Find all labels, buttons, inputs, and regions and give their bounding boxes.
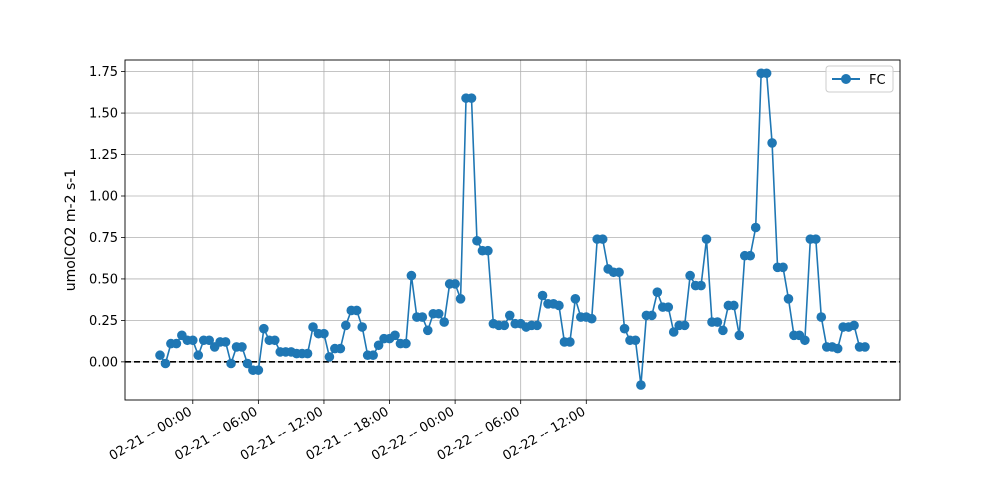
data-point-fc [324,352,335,362]
data-point-fc [849,320,859,331]
y-axis-label: umolCO2 m-2 s-1 [63,169,79,291]
data-point-fc [237,342,247,352]
data-point-fc [554,300,564,311]
data-point-fc [302,348,313,359]
data-point-fc [504,310,515,321]
plot-frame [124,59,901,401]
y-tick-label: 1.00 [89,190,118,205]
data-point-fc [647,310,657,321]
data-point-fc [401,338,411,349]
data-point-fc [532,320,542,331]
legend-label-fc: FC [869,73,886,88]
data-point-fc [614,267,624,278]
data-point-fc [696,280,706,291]
data-point-fc [220,337,231,347]
data-point-fc [750,222,761,233]
data-point-fc [466,93,477,103]
plot-border [124,59,901,401]
data-point-fc [811,234,821,244]
data-point-fc [832,343,843,354]
data-point-fc [701,234,712,244]
data-point-fc [619,323,630,334]
data-point-fc [685,270,695,281]
data-point-fc [718,325,728,336]
data-point-fc [778,262,788,273]
data-point-fc [439,317,449,327]
data-point-fc [636,380,646,390]
data-point-fc [499,320,510,331]
data-point-fc [565,337,575,347]
data-point-fc [335,343,346,354]
data-point-fc [269,335,280,346]
data-point-fc [357,322,368,332]
data-point-fc [800,335,810,346]
y-tick-label: 0.00 [89,355,118,370]
data-point-fc [450,279,460,289]
data-point-fc [204,335,214,346]
data-point-fc [368,350,378,361]
data-point-fc [155,350,165,361]
data-point-fc [597,234,608,244]
data-point-fc [259,323,269,334]
data-point-fc [729,300,739,311]
data-point-fc [193,350,204,361]
data-point-fc [373,340,384,351]
data-point-fc [390,330,400,341]
data-point-fc [712,317,723,327]
data-point-fc [171,338,182,349]
data-point-fc [242,358,253,369]
data-point-fc [406,270,417,281]
data-point-fc [537,290,548,301]
y-tick-label: 0.25 [89,314,118,329]
data-point-fc [586,313,597,324]
data-point-fc [483,245,493,256]
y-tick-label: 0.50 [89,272,118,287]
data-point-fc [783,294,794,304]
data-point-fc [767,138,777,148]
legend-marker-fc [841,74,851,84]
y-tick-label: 1.75 [89,65,118,80]
data-point-fc [630,335,641,346]
series-layer [125,68,900,390]
data-point-fc [422,325,433,336]
y-tick-label: 0.75 [89,231,118,246]
data-point-fc [160,358,171,369]
data-point-fc [745,250,756,261]
data-point-fc [734,330,745,341]
data-point-fc [319,328,329,339]
data-point-fc [652,287,663,298]
data-point-fc [417,312,428,322]
data-point-fc [472,235,482,246]
data-point-fc [433,308,444,319]
data-point-fc [187,335,198,346]
data-point-fc [761,68,772,79]
y-tick-label: 1.50 [89,107,118,122]
data-point-fc [226,358,236,369]
data-point-fc [341,320,351,331]
data-point-fc [816,312,827,322]
data-point-fc [455,294,466,304]
data-point-fc [668,327,679,337]
data-point-fc [679,320,690,331]
data-point-fc [253,365,264,375]
y-tick-label: 1.25 [89,148,118,163]
data-point-fc [860,342,870,352]
data-point-fc [351,305,362,316]
data-point-fc [570,294,581,304]
data-point-fc [663,302,674,312]
data-point-fc [308,322,318,332]
legend: FC [825,65,894,93]
